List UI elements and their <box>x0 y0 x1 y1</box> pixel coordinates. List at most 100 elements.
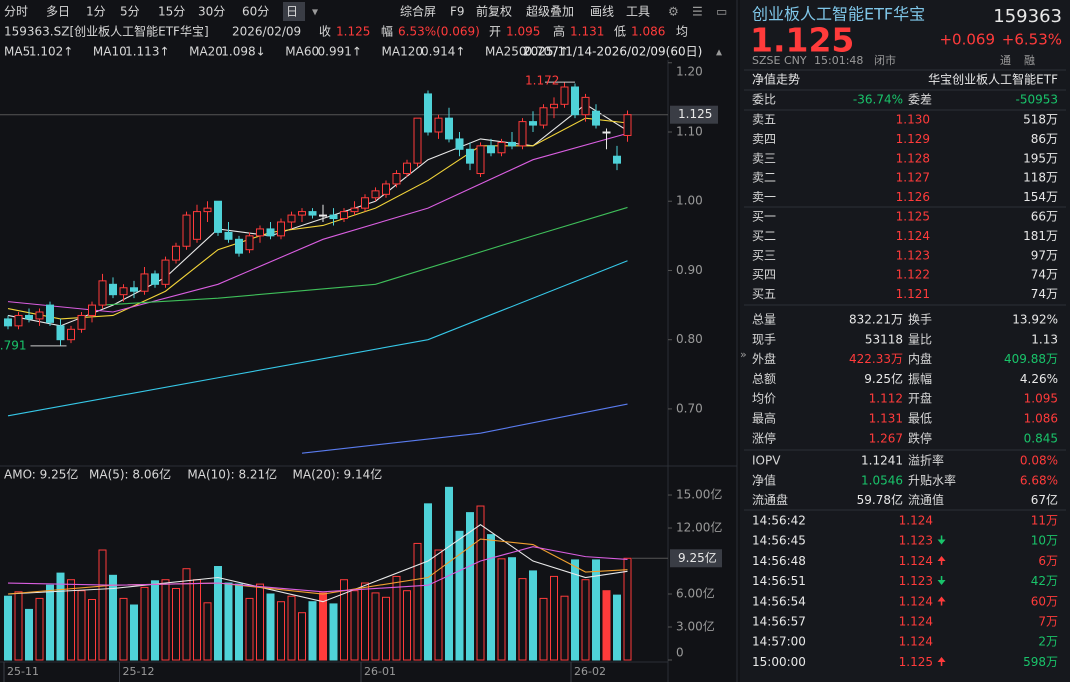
toolbar-button[interactable]: F9 <box>450 5 465 19</box>
volume-bar <box>4 595 12 661</box>
book-volume: 181万 <box>1023 229 1058 243</box>
stat-label: 均价 <box>752 392 776 406</box>
market-info: SZSE <box>752 54 781 67</box>
volume-bar <box>613 594 621 661</box>
book-label: 卖五 <box>752 113 776 127</box>
book-volume: 86万 <box>1031 132 1058 146</box>
security-name: 创业板人工智能ETF华宝 <box>752 5 925 24</box>
period-tab[interactable]: 日 <box>286 5 298 19</box>
nav-link[interactable]: 净值走势 <box>752 72 800 87</box>
stat-label: 总量 <box>752 313 776 327</box>
period-tab[interactable]: 60分 <box>242 5 269 19</box>
volume-tick-label: 12.00亿 <box>676 520 722 535</box>
book-volume: 518万 <box>1023 113 1058 127</box>
volume-ma-line <box>7 546 628 593</box>
candle-body <box>172 245 180 261</box>
candle-body <box>424 93 432 133</box>
stat-value: 67亿 <box>1031 492 1058 507</box>
candle-body <box>98 280 107 306</box>
period-tab[interactable]: 15分 <box>158 5 185 19</box>
tick-price: 1.123 <box>899 534 933 548</box>
candle-body <box>319 214 327 217</box>
ma-line <box>301 403 628 454</box>
y-tick-label: 1.20 <box>676 65 703 79</box>
toolbar-button[interactable]: 前复权 <box>476 4 512 19</box>
volume-bar <box>392 575 401 661</box>
toolbar-button[interactable]: 超级叠加 <box>526 4 574 19</box>
toolbar-button[interactable]: 画线 <box>590 5 614 19</box>
toolbar-button[interactable]: 综合屏 <box>400 4 436 19</box>
expand-icon[interactable]: ▴ <box>716 45 722 59</box>
info-label: 收 <box>319 25 331 39</box>
tick-price: 1.125 <box>899 655 933 669</box>
candle-body <box>340 211 348 220</box>
candle-body <box>371 190 380 199</box>
period-tab[interactable]: 5分 <box>120 5 140 19</box>
stat-value: 1.0546 <box>861 473 903 487</box>
candle-body <box>445 117 453 140</box>
volume-bar <box>539 597 548 661</box>
stat-value: 1.095 <box>1024 392 1058 406</box>
candle-body <box>88 304 96 316</box>
candle-body <box>392 173 401 185</box>
date-range: 2025/11/14-2026/02/09(60日) <box>523 45 702 59</box>
tick-price: 1.124 <box>899 615 933 629</box>
volume-tick-label: 0 <box>676 646 684 660</box>
tick-volume: 42万 <box>1031 574 1058 588</box>
volume-bar <box>172 588 180 661</box>
book-label: 买五 <box>752 287 776 301</box>
badge[interactable]: 通 <box>1000 54 1011 67</box>
volume-bar <box>424 503 432 661</box>
book-price: 1.130 <box>896 113 930 127</box>
book-price: 1.128 <box>896 151 930 165</box>
stat-value: 59.78亿 <box>857 492 903 507</box>
book-label: 买三 <box>752 248 776 262</box>
period-tab[interactable]: 1分 <box>86 5 106 19</box>
stat-label: 溢折率 <box>908 453 944 468</box>
settings-icon[interactable]: ⚙ <box>668 5 679 19</box>
candle-body <box>140 273 149 292</box>
x-tick-label: 25-11 <box>7 665 39 678</box>
book-price: 1.129 <box>896 132 930 146</box>
menu-icon[interactable]: ☰ <box>692 5 703 19</box>
stat-label: 现手 <box>752 332 776 346</box>
price-change: +0.069 <box>939 31 995 49</box>
period-tab[interactable]: 多日 <box>46 5 70 19</box>
volume-bar <box>182 568 191 661</box>
candle-body <box>529 121 537 126</box>
period-tab[interactable]: 30分 <box>198 5 225 19</box>
price-tag: 1.125 <box>678 107 712 121</box>
stat-value: 13.92% <box>1012 313 1058 327</box>
badge[interactable]: 融 <box>1024 54 1035 67</box>
ratio-value: -50953 <box>1015 93 1058 107</box>
candle-body <box>119 287 128 296</box>
candle-body <box>203 207 212 213</box>
book-label: 卖二 <box>752 171 776 185</box>
candle-body <box>245 235 254 251</box>
candle-body <box>361 197 369 209</box>
stat-label: 换手 <box>908 313 932 327</box>
candle-body <box>329 214 338 220</box>
volume-bar <box>581 579 590 661</box>
candle-body <box>497 141 506 154</box>
tick-direction: 🠋 <box>937 534 946 547</box>
book-volume: 118万 <box>1023 171 1058 185</box>
candle-body <box>413 117 422 164</box>
stat-label: 开盘 <box>908 391 932 406</box>
volume-bar <box>308 601 317 661</box>
period-tab[interactable]: 分时 <box>4 5 28 19</box>
last-price: 1.125 <box>750 21 854 60</box>
volume-legend: AMO: 9.25亿 <box>4 467 78 482</box>
period-menu[interactable]: ▾ <box>312 5 318 19</box>
book-label: 买一 <box>752 210 776 224</box>
candle-body <box>550 103 558 109</box>
candle-body <box>434 117 443 133</box>
candle-body <box>623 114 632 136</box>
book-label: 买二 <box>752 229 776 243</box>
minimize-icon[interactable]: ▭ <box>716 5 727 19</box>
toolbar-button[interactable]: 工具 <box>626 5 650 19</box>
stat-label: 净值 <box>752 472 776 487</box>
volume-bar <box>224 582 233 661</box>
stat-value: 6.68% <box>1020 473 1058 487</box>
collapse-toggle[interactable]: » <box>740 348 747 361</box>
